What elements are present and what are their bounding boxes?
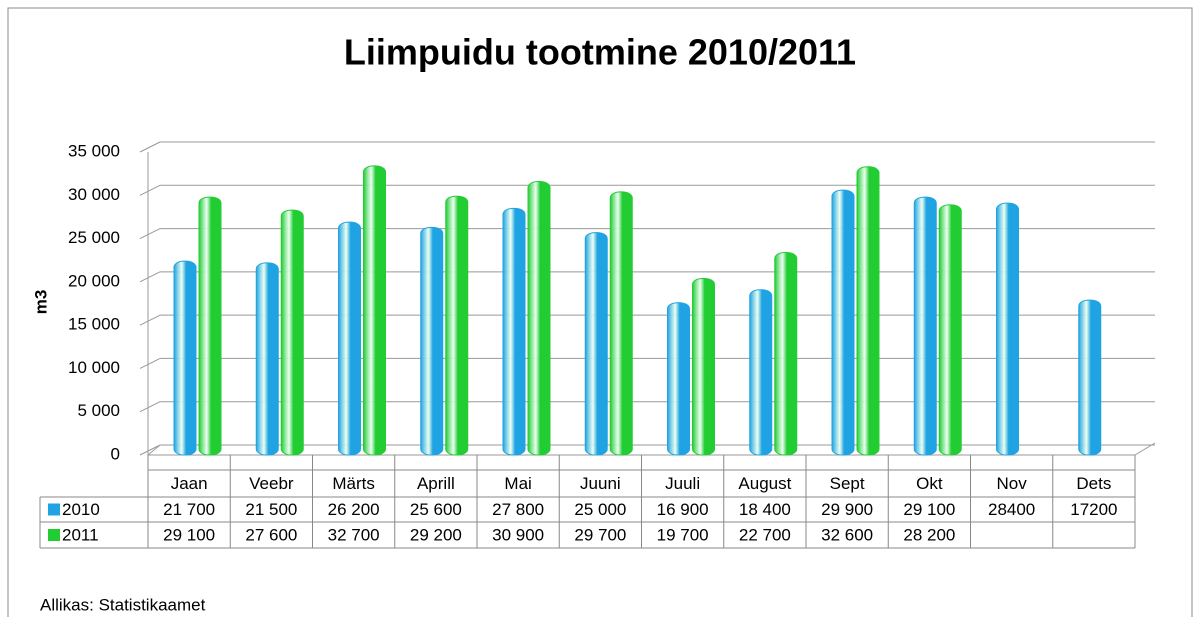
bar: [667, 302, 690, 456]
bar: [280, 209, 304, 456]
table-value: 21 500: [245, 500, 297, 519]
bar: [1078, 299, 1102, 456]
legend-label: 2011: [62, 525, 99, 544]
table-value: 32 700: [328, 525, 380, 544]
table-value: 29 200: [410, 525, 462, 544]
table-value: 19 700: [657, 525, 709, 544]
table-value: 18 400: [739, 500, 791, 519]
table-value: 32 600: [821, 525, 873, 544]
bar: [749, 289, 773, 456]
legend-label: 2010: [62, 500, 100, 519]
bar: [831, 189, 855, 456]
y-tick-label: 30 000: [68, 185, 120, 204]
table-value: 27 600: [245, 525, 297, 544]
x-tick-label: Juuli: [665, 474, 700, 493]
table-value: 29 900: [821, 500, 873, 519]
x-tick-label: Mai: [504, 474, 531, 493]
x-tick-label: Märts: [332, 474, 375, 493]
table-value: 28400: [988, 500, 1035, 519]
tick-mark: [139, 228, 161, 240]
y-tick-label: 10 000: [68, 358, 120, 377]
bar: [255, 262, 279, 456]
x-tick-label: Sept: [830, 474, 865, 493]
bar: [692, 277, 715, 456]
table-value: 27 800: [492, 500, 544, 519]
tick-mark: [139, 271, 161, 283]
tick-mark: [139, 357, 161, 369]
y-tick-label: 5 000: [77, 401, 120, 420]
y-tick-label: 20 000: [68, 271, 120, 290]
tick-mark: [139, 401, 161, 413]
table-value: 25 600: [410, 500, 462, 519]
bar: [173, 260, 197, 456]
x-tick-label: Okt: [916, 474, 943, 493]
bar: [913, 196, 937, 456]
legend-swatch: [48, 529, 60, 541]
table-value: 17200: [1070, 500, 1117, 519]
table-value: 21 700: [163, 500, 215, 519]
table-value: 16 900: [657, 500, 709, 519]
bar: [774, 251, 798, 456]
table-value: 22 700: [739, 525, 791, 544]
x-tick-label: Aprill: [417, 474, 455, 493]
y-tick-label: 0: [111, 444, 120, 463]
table-value: 29 100: [903, 500, 955, 519]
y-axis-label: m3: [31, 290, 50, 315]
bar: [502, 207, 526, 456]
source: Allikas: Statistikaamet: [40, 595, 206, 614]
x-tick-label: Juuni: [580, 474, 621, 493]
tick-mark: [139, 444, 161, 456]
table-value: 26 200: [328, 500, 380, 519]
bar: [996, 202, 1019, 456]
bar: [338, 221, 361, 456]
table-value: 29 700: [574, 525, 626, 544]
table-value: 30 900: [492, 525, 544, 544]
tick-mark: [139, 314, 161, 326]
bar: [584, 232, 608, 456]
tick-mark: [139, 184, 161, 196]
bar: [527, 180, 551, 456]
x-tick-label: Nov: [997, 474, 1028, 493]
x-tick-label: August: [738, 474, 791, 493]
chart-title: Liimpuidu tootmine 2010/2011: [344, 32, 856, 73]
table-value: 28 200: [903, 525, 955, 544]
bar: [445, 195, 469, 456]
x-tick-label: Dets: [1076, 474, 1111, 493]
legend-swatch: [48, 503, 60, 516]
axis-line: [147, 444, 161, 456]
tick-mark: [139, 141, 161, 153]
x-tick-label: Jaan: [171, 474, 208, 493]
bar: [198, 196, 222, 456]
y-tick-label: 35 000: [68, 141, 120, 160]
bar: [420, 226, 444, 456]
bar: [609, 191, 633, 456]
bar: [856, 166, 880, 456]
x-tick-label: Veebr: [249, 474, 294, 493]
y-tick-label: 25 000: [68, 228, 120, 247]
table-value: 25 000: [574, 500, 626, 519]
bar: [938, 204, 962, 456]
table-value: 29 100: [163, 525, 215, 544]
y-tick-label: 15 000: [68, 315, 120, 334]
bar: [363, 165, 386, 456]
